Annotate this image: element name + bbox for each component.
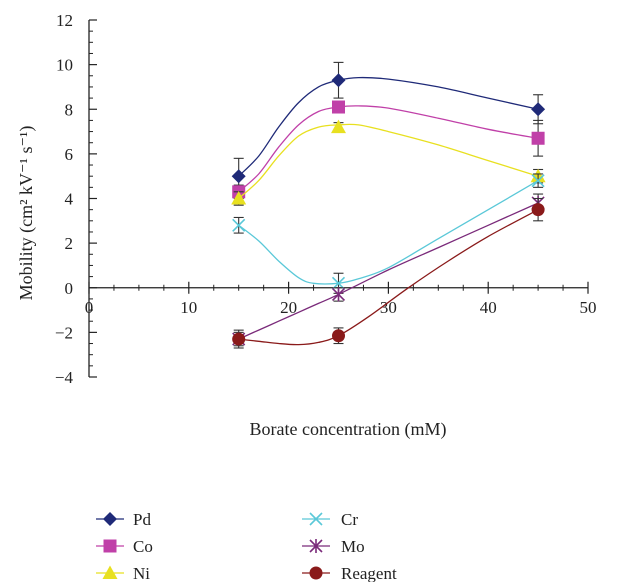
y-tick-label: 10 (56, 56, 73, 75)
legend-item-co: Co (96, 537, 153, 556)
x-tick-label: 40 (480, 298, 497, 317)
legend-item-reagent: Reagent (302, 564, 397, 582)
legend-item-mo: Mo (302, 537, 365, 556)
y-tick-label: 8 (65, 100, 74, 119)
legend: Pd Co Ni Cr Mo Reagent (96, 510, 397, 582)
series-line (238, 123, 539, 199)
legend-item-pd: Pd (96, 510, 151, 529)
x-tick-label: 10 (180, 298, 197, 317)
series-pd (231, 61, 546, 195)
series-line (238, 105, 539, 193)
data-point (231, 191, 247, 205)
data-point (531, 131, 545, 145)
series-ni (231, 119, 546, 206)
series-line (238, 202, 539, 340)
axes: −4 −2 0 2 4 6 8 10 12 0 10 20 30 40 50 (55, 11, 597, 387)
data-point (531, 203, 545, 217)
legend-marker (103, 512, 117, 526)
marker-stroke (232, 218, 246, 232)
series-line (238, 180, 539, 285)
legend-marker (309, 512, 323, 526)
y-tick-label: 4 (65, 190, 74, 209)
x-tick-label: 0 (85, 298, 94, 317)
legend-item-ni: Ni (96, 564, 150, 582)
legend-marker (309, 539, 323, 553)
legend-item-cr: Cr (302, 510, 358, 529)
y-tick-label: −2 (55, 323, 73, 342)
y-tick-label: 2 (65, 234, 74, 253)
y-tick-label: 6 (65, 145, 74, 164)
x-tick-label: 20 (280, 298, 297, 317)
y-tick-label: −4 (55, 368, 74, 387)
data-point (231, 169, 246, 184)
data-point (332, 100, 345, 114)
y-axis-title: Mobility (cm² kV⁻¹ s⁻¹) (16, 126, 37, 301)
data-point (332, 329, 345, 343)
legend-label: Ni (133, 564, 150, 582)
series-reagent (232, 197, 545, 349)
legend-marker (102, 565, 118, 579)
data-point (331, 73, 346, 88)
x-tick-label: 50 (580, 298, 597, 317)
series-cr (232, 173, 545, 294)
data-point (531, 102, 546, 117)
legend-label: Cr (341, 510, 358, 529)
data-point (232, 218, 246, 232)
series-group (231, 61, 546, 349)
y-tick-label: 12 (56, 11, 73, 30)
x-axis-title: Borate concentration (mM) (250, 419, 447, 440)
legend-label: Pd (133, 510, 151, 529)
series-co (232, 100, 545, 200)
data-point (331, 287, 346, 302)
series-line (238, 209, 539, 346)
legend-marker (309, 566, 323, 580)
marker-stroke (531, 174, 545, 188)
x-tick-label: 30 (380, 298, 397, 317)
series-line (238, 76, 539, 177)
marker-stroke (309, 512, 323, 526)
legend-label: Reagent (341, 564, 397, 582)
data-point (331, 119, 346, 134)
data-point (531, 174, 545, 188)
legend-label: Mo (341, 537, 365, 556)
series-mo (232, 193, 545, 347)
legend-label: Co (133, 537, 153, 556)
y-tick-label: 0 (65, 279, 74, 298)
legend-marker (103, 539, 117, 553)
data-point (232, 332, 246, 346)
